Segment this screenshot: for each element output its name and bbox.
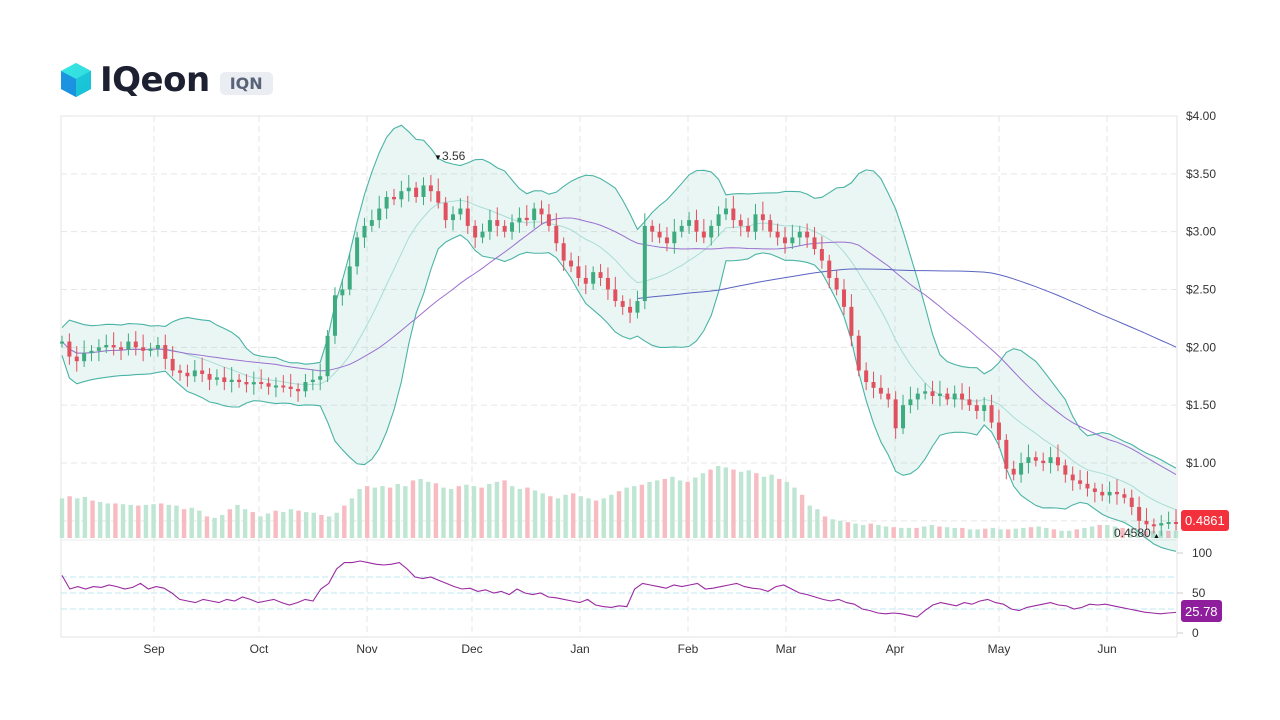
svg-text:$4.00: $4.00 xyxy=(1186,109,1216,123)
svg-text:$3.00: $3.00 xyxy=(1186,225,1216,239)
svg-text:$3.50: $3.50 xyxy=(1186,167,1216,181)
svg-text:Oct: Oct xyxy=(250,642,269,656)
cube-icon xyxy=(61,63,91,97)
svg-text:25.78: 25.78 xyxy=(1185,604,1218,619)
svg-text:▼: ▼ xyxy=(434,153,442,162)
svg-text:Jan: Jan xyxy=(570,642,589,656)
svg-text:May: May xyxy=(988,642,1011,656)
bollinger-bands xyxy=(61,124,1177,552)
svg-text:Nov: Nov xyxy=(356,642,377,656)
rsi-panel xyxy=(61,560,1177,618)
annotations: ▼ 3.56 0.4580 ▲ 0.4861 25.78 xyxy=(434,149,1229,622)
svg-text:Sep: Sep xyxy=(143,642,165,656)
svg-text:$2.00: $2.00 xyxy=(1186,340,1216,354)
svg-text:50: 50 xyxy=(1192,586,1206,600)
svg-text:100: 100 xyxy=(1192,546,1212,560)
svg-text:Apr: Apr xyxy=(886,642,905,656)
svg-text:$1.00: $1.00 xyxy=(1186,456,1216,470)
svg-text:$2.50: $2.50 xyxy=(1186,283,1216,297)
svg-text:3.56: 3.56 xyxy=(442,149,466,163)
last-price-badge: 0.4861 xyxy=(1181,510,1229,531)
svg-text:$1.50: $1.50 xyxy=(1186,398,1216,412)
chart-grid xyxy=(60,115,1178,638)
svg-text:Feb: Feb xyxy=(678,642,699,656)
svg-text:Mar: Mar xyxy=(776,642,797,656)
ticker-badge: IQN xyxy=(219,71,273,95)
volume-bars xyxy=(59,466,1179,538)
coin-name: IQeon xyxy=(100,60,210,100)
svg-text:0.4861: 0.4861 xyxy=(1185,513,1225,528)
candlesticks xyxy=(60,174,1178,536)
svg-text:Jun: Jun xyxy=(1097,642,1116,656)
svg-text:Dec: Dec xyxy=(461,642,482,656)
svg-text:0.4580: 0.4580 xyxy=(1114,526,1151,540)
svg-text:0: 0 xyxy=(1192,626,1199,640)
axes: $4.00 $3.50 $3.00 $2.50 $2.00 $1.50 $1.00 100 50… xyxy=(143,109,1216,656)
moving-averages xyxy=(61,217,1177,475)
svg-text:▲: ▲ xyxy=(1153,533,1160,540)
chart-header: IQeon IQN xyxy=(60,58,273,102)
rsi-value-badge: 25.78 xyxy=(1181,600,1222,622)
